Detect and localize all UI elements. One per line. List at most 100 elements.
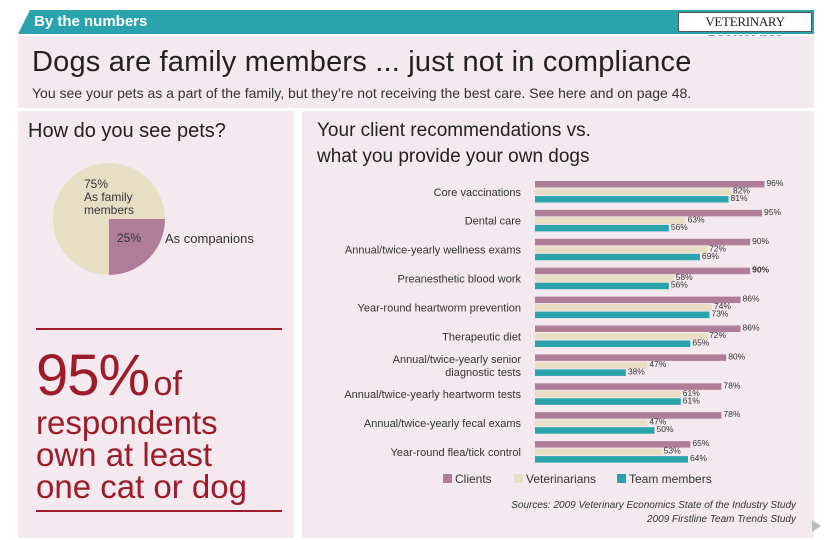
stat-line-1: respondents — [36, 404, 218, 441]
value-label-veterinarians-dental-care: 63% — [688, 214, 705, 224]
pie-text-family-2: members — [84, 203, 135, 217]
bar-clients-annual-twice-yearly-heartworm-tests — [535, 383, 722, 390]
legend-swatch-team-members — [617, 474, 626, 483]
legend-label-team-members: Team members — [629, 472, 712, 486]
bar-clients-core-vaccinations — [535, 181, 765, 188]
category-label-year-round-heartworm-prevention: Year-round heartworm prevention — [358, 302, 521, 314]
stat-line-3: one cat or dog — [36, 468, 247, 505]
bar-team-members-core-vaccinations — [535, 196, 729, 203]
value-label-veterinarians-year-round-flea-tick-control: 53% — [664, 446, 681, 456]
stat-number: 95% — [36, 343, 150, 408]
bar-clients-annual-twice-yearly-wellness-exams — [535, 238, 751, 246]
value-label-team-members-annual-twice-yearly-wellness-exams: 69% — [702, 251, 719, 261]
value-label-team-members-core-vaccinations: 81% — [731, 193, 748, 203]
pie-heading: How do you see pets? — [28, 120, 226, 142]
stat-of: of — [153, 365, 182, 403]
value-label-veterinarians-annual-twice-yearly-senior-diagnostic-tests: 47% — [649, 359, 666, 369]
value-label-team-members-year-round-heartworm-prevention: 73% — [711, 309, 728, 319]
sources-line-1: Sources: 2009 Veterinary Economics State… — [511, 500, 796, 511]
legend-label-veterinarians: Veterinarians — [526, 472, 596, 486]
bar-team-members-dental-care — [535, 224, 669, 232]
value-label-veterinarians-annual-twice-yearly-heartworm-tests: 61% — [683, 388, 700, 398]
bar-veterinarians-annual-twice-yearly-heartworm-tests — [535, 390, 681, 398]
value-label-team-members-annual-twice-yearly-heartworm-tests: 61% — [683, 395, 700, 405]
pie-pct-companions: 25% — [117, 231, 142, 245]
category-label-annual-twice-yearly-wellness-exams: Annual/twice-yearly wellness exams — [345, 245, 522, 257]
value-label-team-members-dental-care: 56% — [671, 222, 688, 232]
category-label-core-vaccinations: Core vaccinations — [434, 187, 522, 199]
chart-title-line-1: Your client recommendations vs. — [317, 120, 591, 141]
legend-swatch-clients — [443, 474, 452, 483]
value-label-team-members-therapeutic-diet: 65% — [692, 338, 709, 348]
value-label-clients-therapeutic-diet: 86% — [743, 323, 760, 333]
value-label-clients-year-round-heartworm-prevention: 86% — [743, 294, 760, 304]
bar-team-members-preanesthetic-blood-work — [535, 282, 669, 290]
bar-veterinarians-annual-twice-yearly-wellness-exams — [535, 246, 708, 253]
value-label-clients-annual-twice-yearly-senior-diagnostic-tests: 80% — [728, 351, 745, 361]
value-label-clients-preanesthetic-blood-work: 90% — [752, 265, 769, 275]
bar-clients-year-round-heartworm-prevention — [535, 296, 741, 304]
bar-team-members-year-round-heartworm-prevention — [535, 311, 710, 319]
value-label-clients-annual-twice-yearly-fecal-exams: 78% — [723, 409, 740, 419]
value-label-team-members-preanesthetic-blood-work: 56% — [671, 280, 688, 290]
value-label-veterinarians-preanesthetic-blood-work: 58% — [676, 272, 693, 282]
pie-slice-companions — [109, 219, 165, 275]
bar-team-members-annual-twice-yearly-heartworm-tests — [535, 398, 681, 405]
left-panel — [18, 111, 294, 538]
value-label-veterinarians-year-round-heartworm-prevention: 74% — [714, 301, 731, 311]
value-label-veterinarians-annual-twice-yearly-fecal-exams: 47% — [649, 417, 666, 427]
page-title: Dogs are family members ... just not in … — [32, 46, 692, 78]
category-label-dental-care: Dental care — [465, 216, 521, 228]
category-label-year-round-flea-tick-control: Year-round flea/tick control — [391, 447, 521, 459]
bar-veterinarians-core-vaccinations — [535, 188, 731, 195]
value-label-veterinarians-annual-twice-yearly-wellness-exams: 72% — [709, 243, 726, 253]
value-label-veterinarians-core-vaccinations: 82% — [733, 186, 750, 196]
legend-swatch-veterinarians — [514, 474, 523, 483]
bar-clients-annual-twice-yearly-fecal-exams — [535, 412, 722, 419]
value-label-veterinarians-therapeutic-diet: 72% — [709, 330, 726, 340]
bar-veterinarians-preanesthetic-blood-work — [535, 275, 674, 282]
chart-title: Your client recommendations vs. what you… — [317, 118, 591, 170]
pie-text-family-1: As family — [84, 190, 133, 204]
stat-rule-top — [36, 328, 282, 330]
bar-veterinarians-year-round-heartworm-prevention — [535, 304, 712, 311]
value-label-team-members-annual-twice-yearly-fecal-exams: 50% — [657, 424, 674, 434]
bar-team-members-annual-twice-yearly-wellness-exams — [535, 253, 700, 261]
bar-veterinarians-dental-care — [535, 217, 686, 224]
value-label-clients-annual-twice-yearly-wellness-exams: 90% — [752, 236, 769, 246]
page-subtitle: You see your pets as a part of the famil… — [32, 85, 692, 101]
value-label-clients-year-round-flea-tick-control: 65% — [692, 438, 709, 448]
bar-veterinarians-annual-twice-yearly-fecal-exams — [535, 419, 648, 427]
value-label-team-members-annual-twice-yearly-senior-diagnostic-tests: 38% — [628, 366, 645, 376]
category-label-preanesthetic-blood-work: Preanesthetic blood work — [397, 273, 521, 285]
next-page-arrow-icon[interactable] — [812, 520, 821, 532]
bar-clients-preanesthetic-blood-work — [535, 267, 751, 275]
sources: Sources: 2009 Veterinary Economics State… — [511, 499, 796, 527]
pie-pct-family: 75% — [84, 177, 109, 191]
bar-team-members-annual-twice-yearly-senior-diagnostic-tests — [535, 369, 626, 376]
pie-label-family: 75% As family members — [84, 178, 134, 217]
section-label: By the numbers — [34, 13, 148, 30]
sources-line-2: 2009 Firstline Team Trends Study — [647, 514, 796, 525]
value-label-clients-annual-twice-yearly-heartworm-tests: 78% — [723, 380, 740, 390]
category-label-annual-twice-yearly-fecal-exams: Annual/twice-yearly fecal exams — [364, 418, 522, 430]
value-label-team-members-year-round-flea-tick-control: 64% — [690, 453, 707, 463]
bar-team-members-therapeutic-diet — [535, 340, 691, 347]
bar-clients-therapeutic-diet — [535, 325, 741, 332]
bar-team-members-annual-twice-yearly-fecal-exams — [535, 427, 655, 434]
stat-line-2: own at least — [36, 436, 213, 473]
value-label-clients-core-vaccinations: 96% — [766, 178, 783, 188]
bar-clients-dental-care — [535, 209, 763, 217]
big-stat: 95% of respondents own at least one cat … — [36, 347, 247, 505]
bar-veterinarians-therapeutic-diet — [535, 333, 708, 340]
bar-veterinarians-annual-twice-yearly-senior-diagnostic-tests — [535, 361, 648, 369]
pie-label-companions: As companions — [165, 231, 254, 246]
category-label-therapeutic-diet: Therapeutic diet — [442, 331, 521, 343]
category-label-annual-twice-yearly-heartworm-tests: Annual/twice-yearly heartworm tests — [344, 389, 521, 401]
stat-rule-bottom — [36, 510, 282, 512]
bar-clients-year-round-flea-tick-control — [535, 441, 691, 448]
bar-team-members-year-round-flea-tick-control — [535, 456, 688, 463]
